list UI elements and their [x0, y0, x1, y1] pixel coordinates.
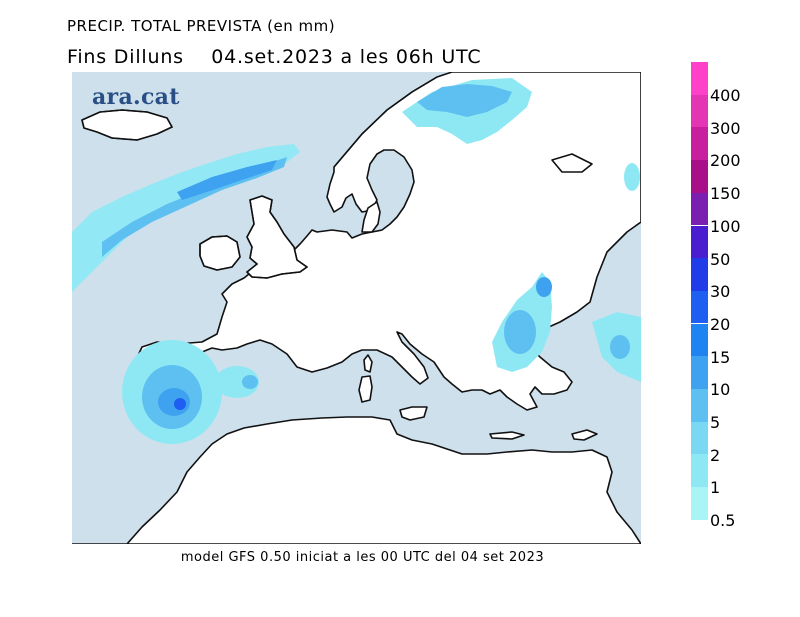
precip-iberia	[215, 366, 259, 398]
landmass-jutland	[361, 201, 381, 233]
map-subtitle: Fins Dilluns 04.set.2023 a les 06h UTC	[67, 46, 481, 68]
coastlines	[81, 76, 438, 279]
legend-swatch	[691, 127, 708, 160]
precip-atlantic-low-core	[174, 398, 186, 410]
precip-east-small	[624, 163, 640, 191]
legend-swatch	[691, 389, 708, 422]
precip-atlantic-band	[72, 144, 300, 292]
legend-swatch	[691, 454, 708, 487]
precip-turkey-core	[610, 335, 630, 359]
precip-atlantic-core	[102, 157, 287, 257]
legend-label: 5	[710, 413, 721, 432]
legend-swatch	[691, 225, 708, 258]
legend-label: 200	[710, 151, 741, 171]
legend-swatch	[691, 290, 708, 324]
precipitation-overlay	[72, 78, 641, 444]
landmass-north-islands	[551, 153, 593, 173]
legend-swatch	[691, 160, 708, 193]
precipitation-map	[72, 72, 641, 544]
legend-swatch	[691, 258, 708, 291]
landmass-corsica	[363, 354, 373, 373]
precip-balkans-core	[504, 310, 536, 354]
legend-label: 150	[710, 184, 741, 204]
legend-label: 10	[710, 380, 731, 400]
legend-label: 1	[710, 478, 721, 498]
legend-label: 400	[710, 86, 741, 105]
legend-swatch	[691, 94, 708, 128]
legend-label: 100	[710, 216, 741, 236]
legend-label: 15	[710, 347, 731, 367]
subtitle-day: Fins Dilluns	[67, 46, 184, 68]
landmass-africa	[72, 416, 641, 544]
legend-label: 50	[710, 249, 731, 269]
legend-swatch	[691, 62, 708, 95]
legend-swatch	[691, 323, 708, 357]
legend-label: 0.5	[710, 511, 736, 531]
map-title: PRECIP. TOTAL PREVISTA (en mm)	[67, 17, 336, 35]
legend-label: 30	[710, 282, 731, 302]
legend-swatch	[691, 421, 708, 455]
precip-balkans-max	[536, 277, 552, 297]
landmass-sicily	[399, 406, 428, 421]
legend-swatch	[691, 356, 708, 389]
brand-logo[interactable]: ara.cat	[92, 84, 180, 110]
precip-iberia-core	[242, 375, 258, 389]
legend-label: 2	[710, 445, 721, 465]
subtitle-datetime: 04.set.2023 a les 06h UTC	[211, 46, 482, 68]
precip-scandinavia-core	[417, 84, 512, 117]
legend-swatch	[691, 487, 708, 520]
map-canvas	[72, 72, 641, 544]
landmass-cyprus	[571, 429, 598, 441]
landmass-crete	[489, 431, 525, 440]
legend-label: 300	[710, 118, 741, 138]
model-run-caption: model GFS 0.50 iniciat a les 00 UTC del …	[180, 550, 545, 565]
precip-atlantic-max	[177, 160, 277, 200]
legend-label: 20	[710, 314, 731, 334]
landmass-sardinia	[358, 375, 373, 403]
legend-swatch	[691, 192, 708, 226]
